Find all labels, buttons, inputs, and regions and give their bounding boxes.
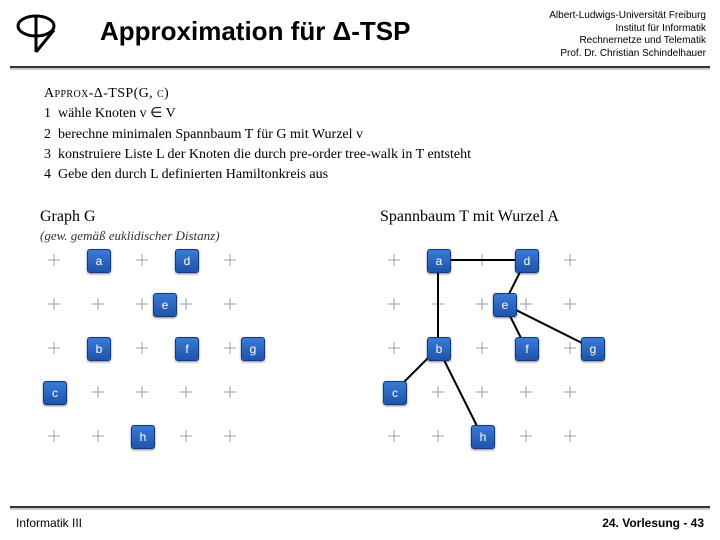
graph-g-canvas: a de b f g c h: [40, 250, 340, 490]
divider-top: [10, 66, 710, 68]
node-c: c: [43, 381, 67, 405]
algo-line: wähle Knoten v ∈ V: [58, 106, 176, 121]
algo-line: konstruiere Liste L der Knoten die durch…: [58, 147, 471, 162]
graph-g-panel: Graph G (gew. gemäß euklidischer Distanz…: [40, 208, 350, 490]
node-b: b: [427, 337, 451, 361]
graph-g-title: Graph G: [40, 208, 350, 226]
spanning-tree-canvas: a de b f g c h: [380, 250, 680, 490]
node-e: e: [493, 293, 517, 317]
slide-title: Approximation für Δ-TSP: [100, 16, 410, 47]
footer-left: Informatik III: [16, 516, 82, 530]
node-f: f: [175, 337, 199, 361]
algorithm-name: Approx-Δ-TSP(G, c): [44, 86, 169, 101]
node-b: b: [87, 337, 111, 361]
node-a: a: [427, 249, 451, 273]
node-d: d: [175, 249, 199, 273]
node-c: c: [383, 381, 407, 405]
node-g: g: [581, 337, 605, 361]
affil-line: Prof. Dr. Christian Schindelhauer: [549, 48, 706, 61]
university-logo-icon: [12, 8, 64, 54]
node-g: g: [241, 337, 265, 361]
grid-and-edges: [380, 250, 640, 480]
grid-lines: [40, 250, 300, 480]
node-d: d: [515, 249, 539, 273]
spanning-tree-panel: Spannbaum T mit Wurzel A a de b f g c h: [380, 208, 700, 490]
algo-line: berechne minimalen Spannbaum T für G mit…: [58, 127, 363, 142]
node-f: f: [515, 337, 539, 361]
node-h: h: [471, 425, 495, 449]
affil-line: Institut für Informatik: [549, 23, 706, 36]
algorithm-block: Approx-Δ-TSP(G, c) 1 wähle Knoten v ∈ V …: [44, 84, 471, 185]
affil-line: Albert-Ludwigs-Universität Freiburg: [549, 10, 706, 23]
node-a: a: [87, 249, 111, 273]
algo-line: Gebe den durch L definierten Hamiltonkre…: [58, 167, 328, 182]
affiliation-block: Albert-Ludwigs-Universität Freiburg Inst…: [549, 10, 706, 60]
divider-bottom: [10, 506, 710, 508]
footer-right: 24. Vorlesung - 43: [602, 516, 704, 530]
node-h: h: [131, 425, 155, 449]
spacer: [380, 228, 700, 244]
affil-line: Rechnernetze und Telematik: [549, 35, 706, 48]
node-e: e: [153, 293, 177, 317]
graph-g-subtitle: (gew. gemäß euklidischer Distanz): [40, 228, 350, 244]
spanning-tree-title: Spannbaum T mit Wurzel A: [380, 208, 700, 226]
